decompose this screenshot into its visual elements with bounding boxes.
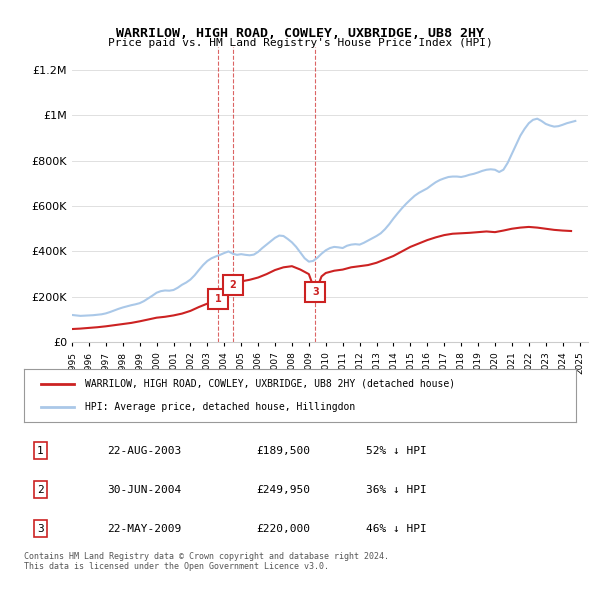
Text: 22-AUG-2003: 22-AUG-2003: [107, 446, 181, 455]
Text: 2: 2: [229, 280, 236, 290]
Text: 46% ↓ HPI: 46% ↓ HPI: [366, 524, 427, 533]
Text: WARRILOW, HIGH ROAD, COWLEY, UXBRIDGE, UB8 2HY: WARRILOW, HIGH ROAD, COWLEY, UXBRIDGE, U…: [116, 27, 484, 40]
Text: 22-MAY-2009: 22-MAY-2009: [107, 524, 181, 533]
Text: Price paid vs. HM Land Registry's House Price Index (HPI): Price paid vs. HM Land Registry's House …: [107, 38, 493, 48]
Text: Contains HM Land Registry data © Crown copyright and database right 2024.
This d: Contains HM Land Registry data © Crown c…: [24, 552, 389, 571]
Text: £220,000: £220,000: [256, 524, 310, 533]
Text: 52% ↓ HPI: 52% ↓ HPI: [366, 446, 427, 455]
Text: £189,500: £189,500: [256, 446, 310, 455]
Text: 3: 3: [312, 287, 319, 297]
Text: HPI: Average price, detached house, Hillingdon: HPI: Average price, detached house, Hill…: [85, 402, 355, 412]
Text: 2: 2: [37, 485, 44, 494]
Text: 1: 1: [215, 294, 221, 304]
Text: 3: 3: [37, 524, 44, 533]
Text: 1: 1: [37, 446, 44, 455]
Text: WARRILOW, HIGH ROAD, COWLEY, UXBRIDGE, UB8 2HY (detached house): WARRILOW, HIGH ROAD, COWLEY, UXBRIDGE, U…: [85, 379, 455, 389]
Text: £249,950: £249,950: [256, 485, 310, 494]
Text: 36% ↓ HPI: 36% ↓ HPI: [366, 485, 427, 494]
Text: 30-JUN-2004: 30-JUN-2004: [107, 485, 181, 494]
